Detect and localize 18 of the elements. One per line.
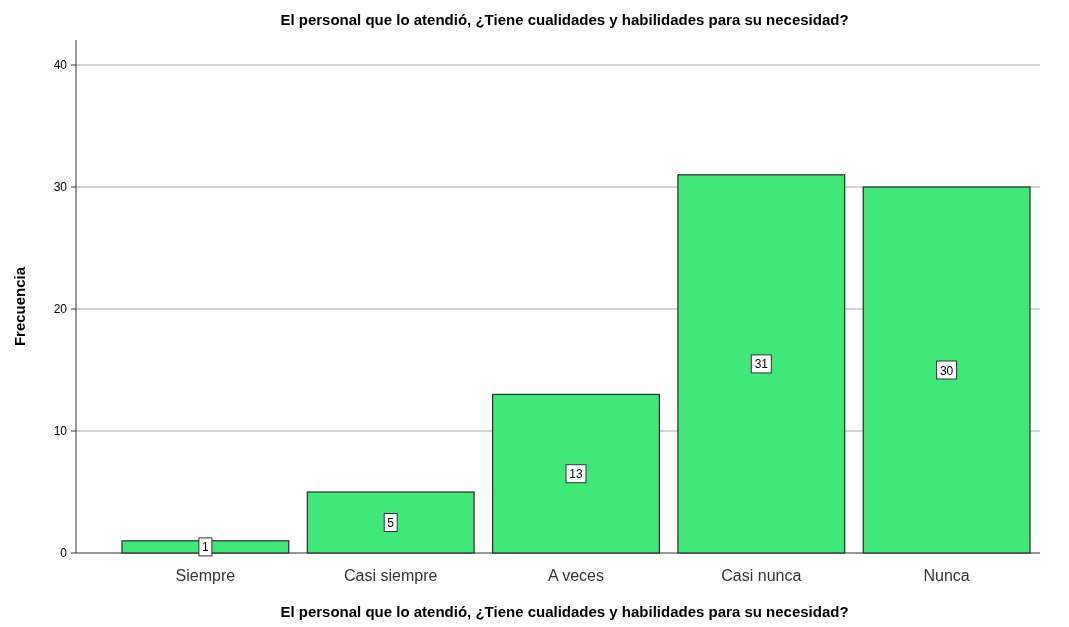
y-tick-label: 40 — [53, 58, 68, 72]
x-tick-label: Casi siempre — [344, 567, 438, 584]
y-tick-label: 20 — [53, 302, 68, 316]
y-axis-title: Frecuencia — [11, 266, 28, 347]
x-axis-title: El personal que lo atendió, ¿Tiene cualidades y habilidades para su necesidad? — [280, 603, 849, 620]
x-tick-label: Casi nunca — [721, 567, 802, 584]
x-tick-label: Nunca — [923, 567, 970, 584]
chart-title: El personal que lo atendió, ¿Tiene cualidades y habilidades para su necesidad? — [280, 11, 849, 28]
data-label: 1 — [202, 540, 210, 555]
data-label: 13 — [569, 467, 583, 482]
y-tick-label: 0 — [60, 546, 68, 560]
data-label: 30 — [939, 363, 954, 378]
y-tick-label: 10 — [53, 424, 68, 438]
x-tick-label: A veces — [547, 567, 605, 584]
data-label: 31 — [754, 357, 769, 372]
x-tick-label: Siempre — [175, 567, 236, 584]
y-tick-label: 30 — [53, 180, 68, 194]
data-label: 5 — [387, 516, 395, 530]
